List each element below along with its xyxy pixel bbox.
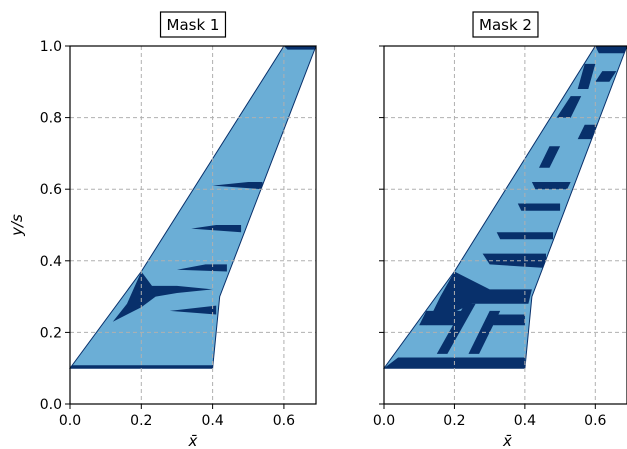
mask-region-dark xyxy=(191,225,242,233)
mask-region-dark xyxy=(539,146,561,168)
y-tick-label: 1.0 xyxy=(40,39,62,55)
x-tick-label: 0.2 xyxy=(443,413,465,429)
mask-region-dark xyxy=(531,182,571,190)
chart-title-box xyxy=(472,11,539,38)
mask-region-dark xyxy=(493,314,525,326)
y-tick-label: 0.4 xyxy=(40,254,62,270)
mask-region-dark xyxy=(595,46,627,54)
mask-region-dark xyxy=(482,253,546,268)
mask-region-dark xyxy=(212,182,263,190)
y-tick-label: 0.8 xyxy=(40,111,62,127)
mask-region-dark xyxy=(112,271,213,322)
chart-title-box xyxy=(159,11,227,38)
mask-region-dark xyxy=(556,96,582,118)
mask-region-dark xyxy=(577,63,596,89)
x-tick-label: 0.2 xyxy=(130,413,152,429)
mask-region-dark xyxy=(436,303,476,354)
panel-mask-1: 0.0 0.2 0.4 0.6 0.0 0.2 0.4 0.6 0.8 1.0 x̄ y/s Mask … xyxy=(8,11,317,449)
axes-frame xyxy=(69,45,317,405)
dark-regions xyxy=(70,46,316,369)
x-tick-label: 0.0 xyxy=(59,413,81,429)
mask-region-dark xyxy=(517,203,561,211)
mask-region-light xyxy=(384,46,627,369)
chart-title: Mask 2 xyxy=(479,16,532,34)
y-tick-label: 0.0 xyxy=(40,397,62,413)
x-tick-label: 0.6 xyxy=(273,413,295,429)
x-axis-label: x̄ xyxy=(188,432,198,449)
mask-region-dark xyxy=(169,305,217,315)
chart-title: Mask 1 xyxy=(167,16,220,34)
x-tick-label: 0.6 xyxy=(584,413,606,429)
axes-frame xyxy=(383,45,627,405)
y-tick-label: 0.2 xyxy=(40,325,62,341)
mask-region-light xyxy=(70,46,316,369)
panel-mask-2: 0.0 0.2 0.4 0.6 x̄ Mask 2 xyxy=(373,11,627,449)
y-axis-label: y/s xyxy=(8,214,26,237)
x-axis-label: x̄ xyxy=(502,432,512,449)
x-tick-label: 0.4 xyxy=(514,413,536,429)
mask-region-dark xyxy=(419,310,462,326)
x-tick-label: 0.4 xyxy=(201,413,223,429)
mask-region-dark xyxy=(595,71,617,82)
mask-region-dark xyxy=(70,365,213,369)
y-tick-label: 0.6 xyxy=(40,182,62,198)
x-tick-label: 0.0 xyxy=(373,413,395,429)
mask-region-dark xyxy=(177,264,227,272)
mask-region-dark xyxy=(283,46,316,50)
